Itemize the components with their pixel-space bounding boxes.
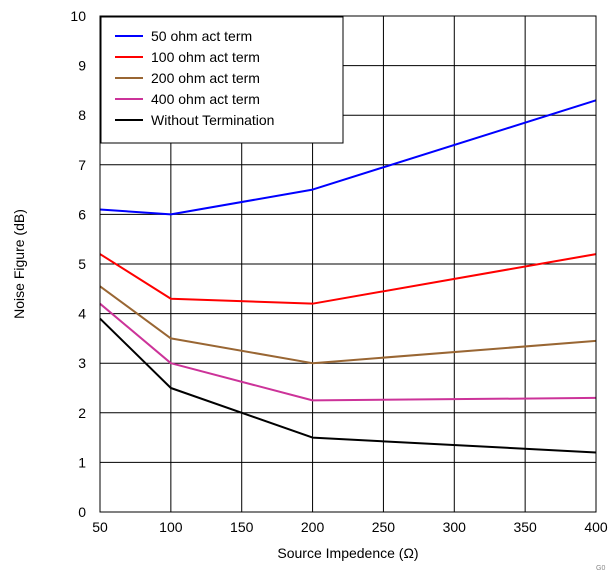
x-tick-label: 300 [443, 519, 467, 535]
x-axis-ticks: 50 100 150 200 250 300 350 400 [92, 519, 608, 535]
legend-label: 50 ohm act term [151, 28, 252, 44]
legend-label: Without Termination [151, 112, 274, 128]
y-tick-label: 7 [78, 157, 86, 173]
x-tick-label: 250 [372, 519, 396, 535]
y-axis-ticks: 0 1 2 3 4 5 6 7 8 9 10 [70, 8, 86, 520]
y-tick-label: 1 [78, 454, 86, 470]
y-tick-label: 3 [78, 355, 86, 371]
series-line-3 [99, 285, 597, 365]
legend-label: 100 ohm act term [151, 49, 260, 65]
y-tick-label: 5 [78, 256, 86, 272]
grid [99, 15, 597, 513]
y-tick-label: 2 [78, 405, 86, 421]
plot-frame [99, 15, 597, 513]
x-tick-label: 200 [301, 519, 325, 535]
y-tick-label: 4 [78, 306, 86, 322]
x-tick-label: 150 [230, 519, 254, 535]
legend: 50 ohm act term 100 ohm act term 200 ohm a… [100, 16, 344, 144]
series-lines [99, 99, 597, 454]
y-tick-label: 8 [78, 107, 86, 123]
series-line-5 [99, 317, 597, 454]
series-line-4 [99, 302, 597, 402]
legend-label: 200 ohm act term [151, 70, 260, 86]
x-tick-label: 400 [584, 519, 608, 535]
y-axis-title: Noise Figure (dB) [11, 209, 27, 319]
legend-label: 400 ohm act term [151, 91, 260, 107]
legend-box [100, 16, 344, 144]
figure-id-mark: G0 [596, 565, 605, 572]
x-tick-label: 100 [159, 519, 183, 535]
x-axis-title: Source Impedence (Ω) [277, 545, 418, 561]
y-tick-label: 10 [70, 8, 86, 24]
series-line-1 [99, 99, 597, 216]
y-tick-label: 9 [78, 58, 86, 74]
series-line-2 [99, 253, 597, 305]
x-tick-label: 350 [513, 519, 537, 535]
y-tick-label: 6 [78, 206, 86, 222]
x-tick-label: 50 [92, 519, 108, 535]
y-tick-label: 0 [78, 504, 86, 520]
